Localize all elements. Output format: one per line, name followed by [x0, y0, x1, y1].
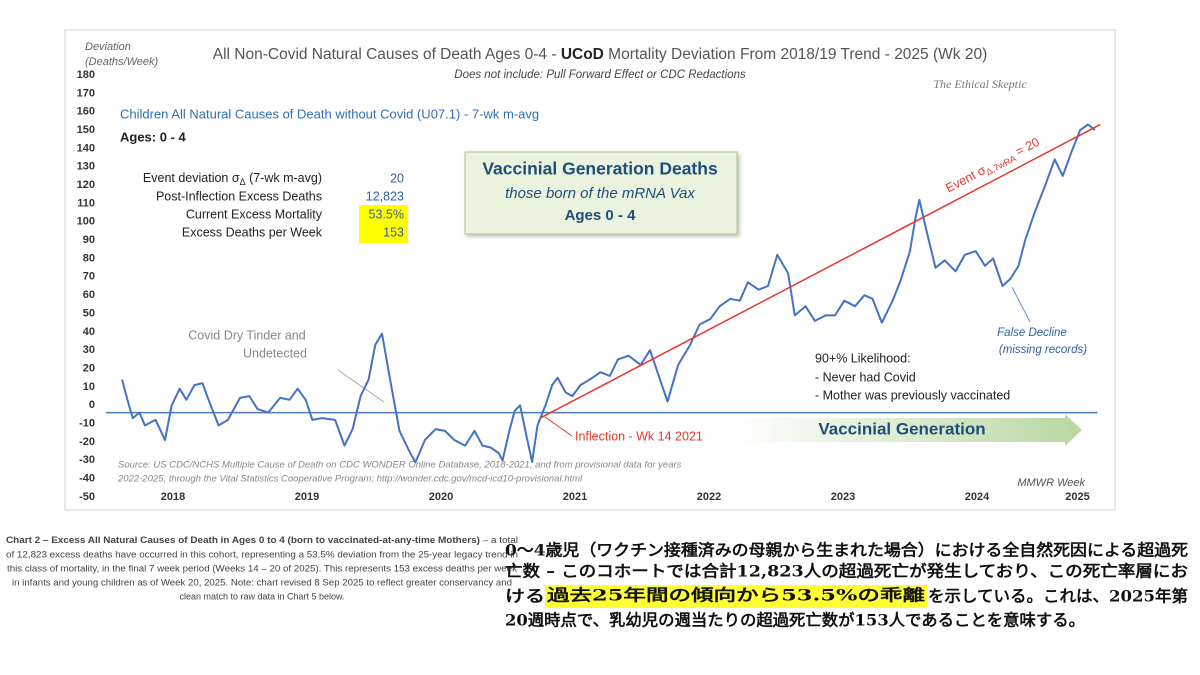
stat-value: 153: [383, 225, 404, 239]
caption-part: ける: [505, 587, 545, 606]
stat-value: 20: [390, 171, 404, 185]
x-tick-label: 2018: [161, 491, 185, 503]
stat-value: 53.5%: [369, 207, 404, 221]
y-tick-label: 130: [77, 161, 95, 173]
source: Source: US CDC/NCHS Multiple Cause of De…: [118, 460, 682, 471]
y-tick-label: 60: [83, 289, 95, 301]
stat-label-part: (7-wk m-avg): [246, 171, 322, 185]
stat-label: Post-Inflection Excess Deaths: [156, 189, 322, 203]
x-tick-label: 2025: [1065, 491, 1089, 503]
y-tick-label: 80: [83, 252, 95, 264]
highlight: [359, 205, 408, 225]
y-tick-label: -30: [79, 454, 95, 466]
caption-line: 0～4歳児（ワクチン接種済みの母親から生まれた場合）における全自然死因による超過…: [505, 541, 1188, 560]
leader-line: [544, 416, 573, 437]
stat-label: Event deviation σΔ (7-wk m-avg): [143, 171, 322, 187]
caption-line: this class of mortality, in the final 7 …: [7, 563, 518, 573]
chart-title: All Non-Covid Natural Causes of Death Ag…: [213, 46, 987, 63]
x-tick-label: 2023: [831, 491, 855, 503]
stat-value: 12,823: [366, 189, 404, 203]
note: Covid Dry Tinder and: [188, 328, 305, 342]
caption-highlight: 過去25年間の傾向から53.5%の乖離: [546, 586, 925, 605]
stat-label-part: Δ: [240, 177, 246, 187]
note: (missing records): [999, 344, 1087, 356]
subtitle: Does not include: Pull Forward Effect or…: [454, 69, 746, 81]
y-tick-label: 170: [77, 87, 95, 99]
caption-part: – a total: [480, 535, 518, 545]
note: - Mother was previously vaccinated: [815, 388, 1010, 402]
caption-line: 亡数 – このコホートでは合計12,823人の超過死亡が発生しており、この死亡率…: [505, 562, 1188, 581]
leader-line: [1011, 286, 1031, 323]
caption-line: 20週時点で、乳幼児の週当たりの超過死亡数が153人であることを意味する。: [505, 611, 1085, 630]
x-tick-label: 2024: [965, 491, 990, 503]
x-label: MMWR Week: [1017, 477, 1085, 489]
caption-line: clean match to raw data in Chart 5 below…: [179, 591, 344, 601]
source: 2022-2025, through the Vital Statistics …: [117, 474, 583, 485]
y-tick-label: 150: [77, 124, 95, 136]
callout-text: those born of the mRNA Vax: [505, 185, 695, 202]
y-tick-label: 10: [83, 381, 95, 393]
plot: -50 -40 -30 -20 -10 0 10 20 30 40 50 60 70 80 90 100 110…: [77, 69, 1101, 503]
series-label: Children All Natural Causes of Death wit…: [120, 106, 539, 121]
callout-text: Ages 0 - 4: [565, 207, 637, 224]
x-tick-label: 2021: [563, 491, 587, 503]
note: Undetected: [243, 346, 307, 360]
title-part: UCoD: [561, 46, 604, 63]
y-tick-label: 50: [83, 307, 95, 319]
y-tick-label: 140: [77, 142, 95, 154]
arrow-label: Vaccinial Generation: [818, 419, 985, 438]
y-tick-label: 20: [83, 362, 95, 374]
x-tick-label: 2022: [697, 491, 721, 503]
ages-label: Ages: 0 - 4: [120, 129, 187, 144]
y-tick-label: 120: [77, 179, 95, 191]
stat-label-part: Event deviation σ: [143, 171, 240, 185]
y-tick-label: 90: [83, 234, 95, 246]
watermark: The Ethical Skeptic: [933, 77, 1027, 91]
caption-ja: 0～4歳児（ワクチン接種済みの母親から生まれた場合）における全自然死因による超過…: [505, 541, 1188, 630]
y-tick-label: 40: [83, 326, 95, 338]
y-tick-label: 160: [77, 106, 95, 118]
note: Inflection - Wk 14 2021: [575, 429, 703, 443]
y-tick-label: 30: [83, 344, 95, 356]
y-tick-label: -50: [79, 491, 95, 503]
caption-en: Chart 2 – Excess All Natural Causes of D…: [6, 535, 518, 601]
leader-line: [337, 369, 385, 403]
y-tick-label: -20: [79, 436, 95, 448]
highlight: [545, 585, 927, 608]
y-tick-label: 180: [77, 69, 95, 81]
note: False Decline: [997, 327, 1067, 339]
y-tick-label: 110: [77, 197, 95, 209]
caption-line: Chart 2 – Excess All Natural Causes of D…: [6, 535, 518, 545]
trend-line: [539, 123, 1101, 419]
y-tick-label: 100: [77, 216, 95, 228]
highlight: [359, 225, 408, 243]
arrow: [735, 414, 1082, 446]
callout-box: [464, 151, 738, 235]
note: 90+% Likelihood:: [815, 351, 911, 365]
y-label: (Deaths/Week): [85, 56, 158, 68]
caption-line: of 12,823 excess deaths have occurred in…: [6, 549, 518, 559]
y-tick-label: -10: [79, 418, 95, 430]
y-tick-label: -40: [79, 473, 95, 485]
y-tick-label: 0: [89, 399, 95, 411]
x-tick-label: 2019: [295, 491, 319, 503]
caption-line: in infants and young children as of Week…: [12, 577, 512, 587]
stat-label: Current Excess Mortality: [186, 207, 323, 221]
data-line: [121, 123, 1096, 464]
stat-label: Excess Deaths per Week: [182, 225, 323, 239]
caption-part: を示している。これは、2025年第: [928, 587, 1188, 606]
note: - Never had Covid: [815, 370, 916, 384]
title-part: All Non-Covid Natural Causes of Death Ag…: [213, 46, 561, 63]
y-label: Deviation: [85, 41, 131, 53]
title-part: Mortality Deviation From 2018/19 Trend -…: [604, 46, 987, 63]
callout-title: Vaccinial Generation Deaths: [482, 159, 718, 179]
caption-bold: Chart 2 – Excess All Natural Causes of D…: [6, 535, 480, 545]
x-tick-label: 2020: [429, 491, 453, 503]
y-tick-label: 70: [83, 271, 95, 283]
